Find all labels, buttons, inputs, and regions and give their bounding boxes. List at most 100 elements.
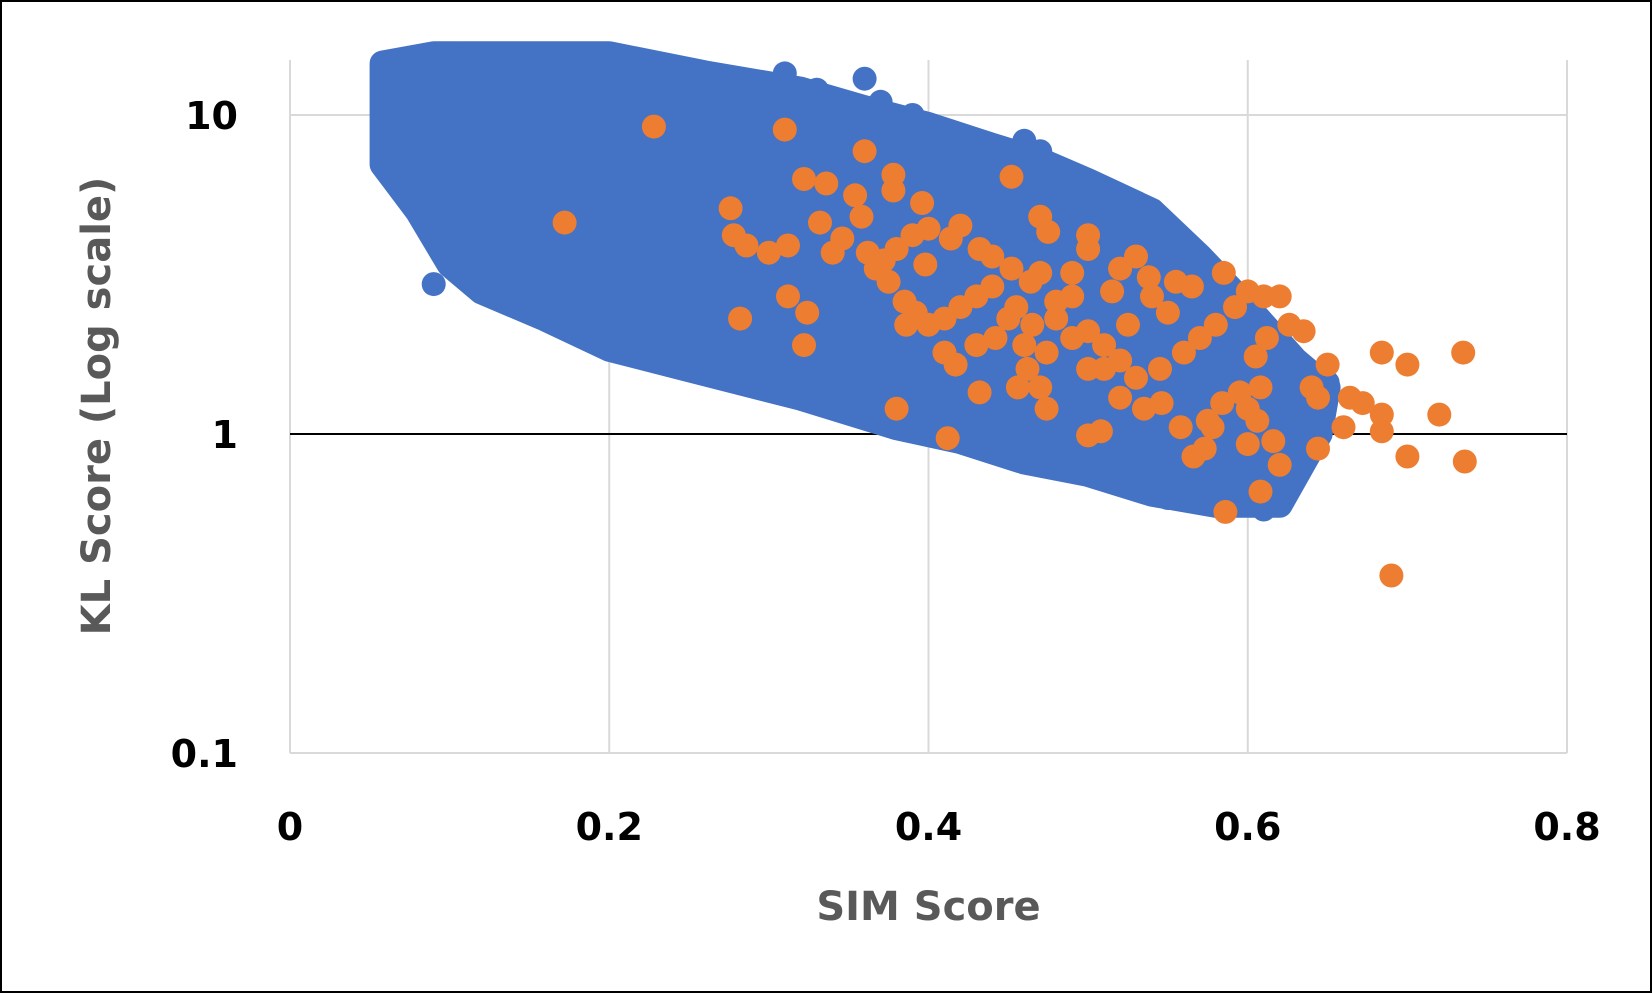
- series-b-point: [756, 240, 781, 265]
- series-b-point: [1005, 375, 1030, 400]
- series-b-point: [1140, 284, 1164, 309]
- series-a-point: [437, 248, 462, 273]
- series-b-point: [1243, 344, 1268, 369]
- series-a-point: [980, 137, 1005, 162]
- series-a-point: [613, 46, 638, 71]
- series-b-point: [852, 139, 877, 164]
- series-b-point: [1203, 312, 1228, 337]
- x-axis-title: SIM Score: [816, 884, 1040, 930]
- series-b-point: [1187, 326, 1212, 350]
- series-a-point: [948, 173, 973, 198]
- series-a-point: [1124, 422, 1148, 446]
- series-b-point: [1168, 415, 1193, 440]
- series-b-point: [1192, 436, 1217, 461]
- series-b-point: [1211, 260, 1236, 285]
- y-tick-label: 1: [212, 413, 238, 457]
- series-a-point: [788, 380, 813, 405]
- series-b-point: [1034, 396, 1059, 421]
- series-a-point: [740, 77, 765, 102]
- series-b-point: [1060, 326, 1085, 350]
- series-b-point: [728, 306, 753, 331]
- series-b-point: [792, 333, 816, 358]
- series-a-point: [661, 103, 686, 127]
- series-a-point: [1251, 497, 1276, 522]
- series-a-point: [756, 269, 781, 294]
- y-axis-title: KL Score (Log scale): [74, 177, 120, 636]
- x-tick-label: 0.2: [576, 805, 643, 849]
- series-b-point: [863, 256, 888, 281]
- series-b-point: [795, 300, 820, 325]
- series-b-point: [1088, 419, 1113, 444]
- series-a-point: [661, 295, 686, 320]
- series-a-point: [1171, 233, 1196, 258]
- series-b-point: [1124, 365, 1148, 390]
- series-b-point: [734, 233, 759, 258]
- series-b-point: [552, 210, 577, 235]
- series-b-point: [808, 210, 832, 235]
- series-a-point: [1124, 467, 1148, 492]
- series-a-point: [421, 272, 446, 297]
- series-b-point: [849, 204, 874, 229]
- series-a-point: [485, 284, 510, 309]
- y-tick-labels: 0.1 1 10: [171, 94, 238, 776]
- series-b-point: [1248, 479, 1273, 504]
- series-b-point: [1331, 415, 1356, 440]
- x-tick-labels: 0 0.2 0.4 0.6 0.8: [277, 805, 1601, 849]
- series-b-point: [1200, 415, 1225, 440]
- series-a-point: [932, 125, 957, 150]
- series-b-point: [894, 312, 919, 337]
- series-b-point: [776, 284, 800, 309]
- series-b-point: [1306, 385, 1330, 410]
- series-a-point: [772, 61, 797, 86]
- series-b-point: [1092, 356, 1117, 381]
- series-b-point: [1044, 289, 1069, 314]
- series-a-point: [709, 133, 733, 158]
- series-b-point: [1245, 408, 1270, 433]
- x-tick-label: 0.8: [1533, 805, 1600, 849]
- series-a-point: [485, 229, 510, 254]
- series-b-point: [964, 333, 989, 358]
- series-b-point: [948, 213, 973, 238]
- series-b-point: [1395, 352, 1420, 377]
- series-b-point: [1451, 340, 1476, 365]
- series-a-point: [517, 117, 542, 142]
- series-a-point: [565, 56, 590, 81]
- series-a-point: [1267, 396, 1292, 421]
- series-a-point: [645, 199, 670, 223]
- series-b-point: [1369, 419, 1394, 444]
- series-a-point: [677, 352, 702, 377]
- series-b-point: [1116, 312, 1140, 337]
- series-b-point: [1076, 237, 1101, 261]
- series-b-point: [1155, 300, 1180, 325]
- series-a-point: [1060, 176, 1085, 201]
- series-b-point: [1291, 319, 1316, 344]
- series-a-point: [677, 173, 702, 198]
- series-a-point: [1076, 456, 1101, 481]
- series-b-point: [916, 216, 941, 241]
- series-b-point: [1108, 385, 1133, 410]
- series-b-point: [814, 171, 839, 196]
- series-b-point: [1369, 340, 1394, 365]
- series-b-point: [1427, 402, 1452, 427]
- series-a-point: [709, 72, 733, 97]
- series-b-point: [884, 396, 909, 421]
- series-b-point: [1020, 312, 1045, 337]
- series-b-point: [1100, 279, 1125, 304]
- series-b-point: [1261, 429, 1286, 454]
- series-a-point: [725, 173, 749, 198]
- series-a-point: [581, 319, 606, 344]
- series-b-point: [1267, 452, 1292, 477]
- series-b-point: [1171, 340, 1196, 365]
- series-b-point: [1235, 432, 1260, 457]
- series-a-point: [373, 144, 398, 169]
- series-b-point: [1044, 306, 1069, 331]
- series-a-point: [1028, 139, 1053, 164]
- series-a-point: [1108, 436, 1133, 461]
- series-b-point: [772, 117, 797, 142]
- series-b-point: [776, 233, 800, 258]
- series-a-point: [884, 415, 909, 440]
- series-a-point: [980, 439, 1005, 464]
- series-b-point: [964, 284, 989, 309]
- series-b-point: [1369, 402, 1394, 427]
- y-tick-label: 10: [185, 94, 238, 138]
